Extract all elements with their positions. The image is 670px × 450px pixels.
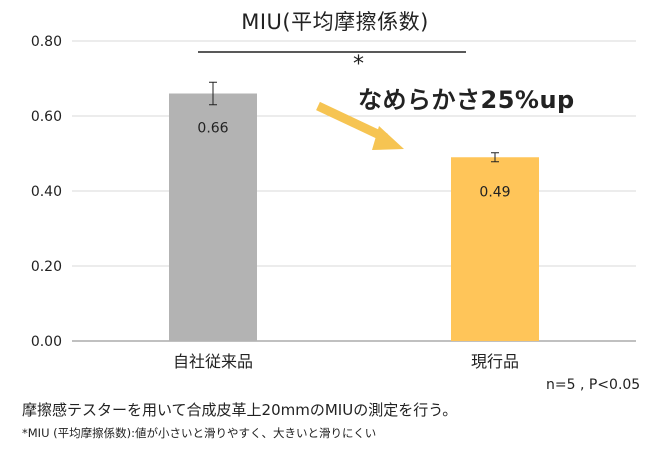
chart-title: MIU(平均摩擦係数) xyxy=(241,10,429,34)
y-tick-label: 0.60 xyxy=(31,109,62,125)
method-footnote: 摩擦感テスターを用いて合成皮革上20mmのMIUの測定を行う。 xyxy=(22,401,458,419)
bar xyxy=(169,93,257,341)
sample-note: n=5 , P<0.05 xyxy=(546,377,641,393)
smoothness-callout: なめらかさ25%up xyxy=(358,86,575,114)
y-tick-label: 0.40 xyxy=(31,184,62,200)
arrow-shaft xyxy=(316,101,388,143)
data-label: 0.66 xyxy=(197,121,228,137)
x-tick-label: 自社従来品 xyxy=(173,352,253,371)
significance-mark: * xyxy=(353,52,364,77)
arrow-head xyxy=(372,126,404,150)
x-tick-label: 現行品 xyxy=(471,352,519,371)
data-label: 0.49 xyxy=(479,184,510,200)
definition-footnote: *MIU (平均摩擦係数):値が小さいと滑りやすく、大きいと滑りにくい xyxy=(22,426,377,440)
bar xyxy=(451,157,539,341)
y-tick-label: 0.20 xyxy=(31,259,62,275)
y-tick-label: 0.80 xyxy=(31,34,62,50)
y-tick-label: 0.00 xyxy=(31,334,62,350)
